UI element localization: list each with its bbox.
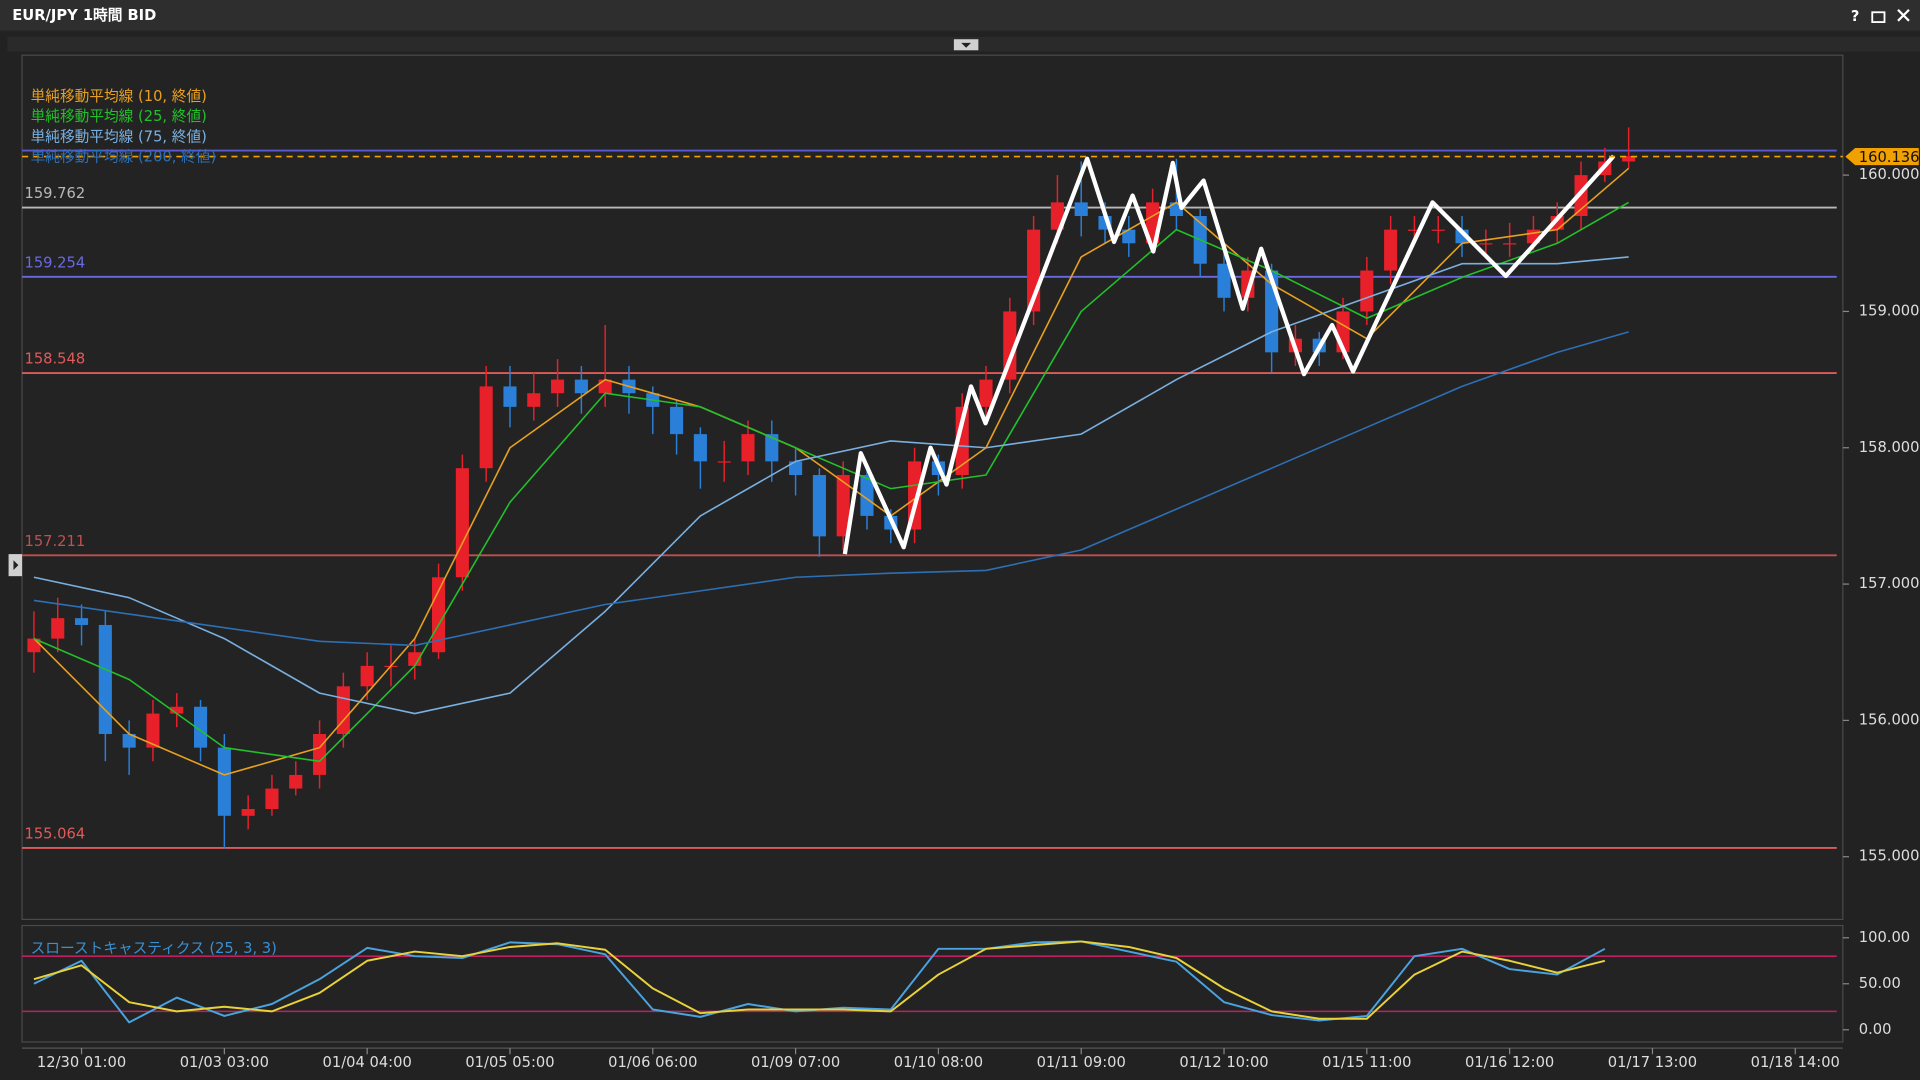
- candle-body: [1622, 156, 1636, 162]
- level-label: 155.064: [24, 825, 85, 842]
- candle-body: [598, 379, 612, 394]
- candle-body: [455, 468, 469, 578]
- close-button[interactable]: [1897, 9, 1910, 22]
- oscillator-panel: [21, 924, 1844, 1043]
- candle-body: [860, 475, 874, 516]
- candle-body: [979, 379, 993, 407]
- candle-body: [955, 406, 969, 476]
- y-tick-label: 100.00: [1859, 929, 1910, 946]
- x-tick-label: 01/10 08:00: [894, 1054, 983, 1071]
- candle-body: [717, 461, 731, 463]
- candle-body: [408, 652, 422, 666]
- candle-body: [1122, 229, 1136, 244]
- window-title: EUR/JPY 1時間 BID: [12, 6, 156, 24]
- level-label: 159.762: [24, 185, 85, 202]
- legend-entry: 単純移動平均線 (25, 終値): [31, 108, 207, 125]
- candle-body: [1003, 311, 1017, 380]
- candle-body: [574, 379, 588, 394]
- candle-body: [170, 706, 184, 714]
- series-line: [33, 167, 1630, 776]
- candle-body: [1217, 263, 1231, 298]
- candle-body: [503, 386, 517, 407]
- series-line: [33, 331, 1629, 647]
- candle-body: [527, 393, 541, 407]
- maximize-button[interactable]: [1871, 11, 1886, 23]
- last-price-tag: [1845, 148, 1919, 166]
- y-tick-label: 156.000: [1859, 711, 1920, 728]
- candle-body: [1360, 270, 1374, 312]
- candle-body: [194, 706, 208, 748]
- candle-body: [1407, 229, 1421, 231]
- legend-entry: 単純移動平均線 (10, 終値): [31, 88, 207, 105]
- legend-entry: 単純移動平均線 (75, 終値): [31, 128, 207, 145]
- help-button[interactable]: ?: [1851, 8, 1860, 25]
- candle-body: [1479, 243, 1493, 245]
- x-tick-label: 01/05 05:00: [465, 1054, 554, 1071]
- x-tick-label: 01/12 10:00: [1179, 1054, 1268, 1071]
- candle-body: [670, 406, 684, 435]
- x-tick-label: 01/11 09:00: [1037, 1054, 1126, 1071]
- x-tick-label: 12/30 01:00: [37, 1054, 126, 1071]
- candle-body: [241, 808, 255, 816]
- legend-entry: 単純移動平均線 (200, 終値): [31, 149, 217, 166]
- candle-body: [789, 461, 803, 476]
- y-tick-label: 158.000: [1859, 439, 1920, 456]
- level-label: 158.548: [24, 351, 85, 368]
- candle-body: [51, 618, 65, 639]
- candle-body: [98, 624, 112, 735]
- candle-body: [122, 734, 136, 748]
- x-tick-label: 01/17 13:00: [1608, 1054, 1697, 1071]
- y-tick-label: 155.000: [1859, 848, 1920, 865]
- x-tick-label: 01/16 12:00: [1465, 1054, 1554, 1071]
- candle-body: [1431, 229, 1445, 231]
- candle-body: [812, 475, 826, 537]
- candle-body: [479, 386, 493, 469]
- candle-body: [551, 379, 565, 394]
- candle-body: [289, 774, 303, 789]
- candle-body: [1384, 229, 1398, 271]
- candle-body: [836, 475, 850, 537]
- x-tick-label: 01/15 11:00: [1322, 1054, 1411, 1071]
- x-tick-label: 01/09 07:00: [751, 1054, 840, 1071]
- candle-body: [765, 434, 779, 462]
- y-tick-label: 50.00: [1859, 975, 1901, 992]
- x-tick-label: 01/06 06:00: [608, 1054, 697, 1071]
- y-tick-label: 159.000: [1859, 302, 1920, 319]
- last-price-label: 160.136: [1859, 149, 1920, 166]
- x-tick-label: 01/03 03:00: [180, 1054, 269, 1071]
- dropdown-arrow: [961, 42, 972, 48]
- candle-body: [146, 713, 160, 748]
- level-label: 157.211: [24, 533, 85, 550]
- series-line: [842, 154, 1616, 555]
- side-toggle-arrow: [13, 560, 19, 571]
- x-tick-label: 01/04 04:00: [323, 1054, 412, 1071]
- candle-body: [693, 434, 707, 462]
- candle-body: [360, 665, 374, 687]
- level-label: 159.254: [24, 254, 85, 271]
- y-tick-label: 160.000: [1859, 166, 1920, 183]
- y-tick-label: 0.00: [1859, 1021, 1892, 1038]
- candle-body: [741, 434, 755, 462]
- price-panel: [21, 54, 1844, 921]
- candle-body: [217, 747, 231, 816]
- series-line: [33, 256, 1629, 715]
- panel-title: スローストキャスティクス (25, 3, 3): [31, 940, 277, 957]
- y-tick-label: 157.000: [1859, 575, 1920, 592]
- candle-body: [313, 734, 327, 775]
- title-bar: [0, 0, 1920, 31]
- candle-body: [336, 686, 350, 735]
- candle-body: [74, 618, 89, 625]
- x-tick-label: 01/18 14:00: [1751, 1054, 1840, 1071]
- candle-body: [1503, 243, 1517, 245]
- series-line: [33, 940, 1606, 1020]
- candle-body: [1074, 202, 1088, 217]
- candle-body: [265, 788, 279, 809]
